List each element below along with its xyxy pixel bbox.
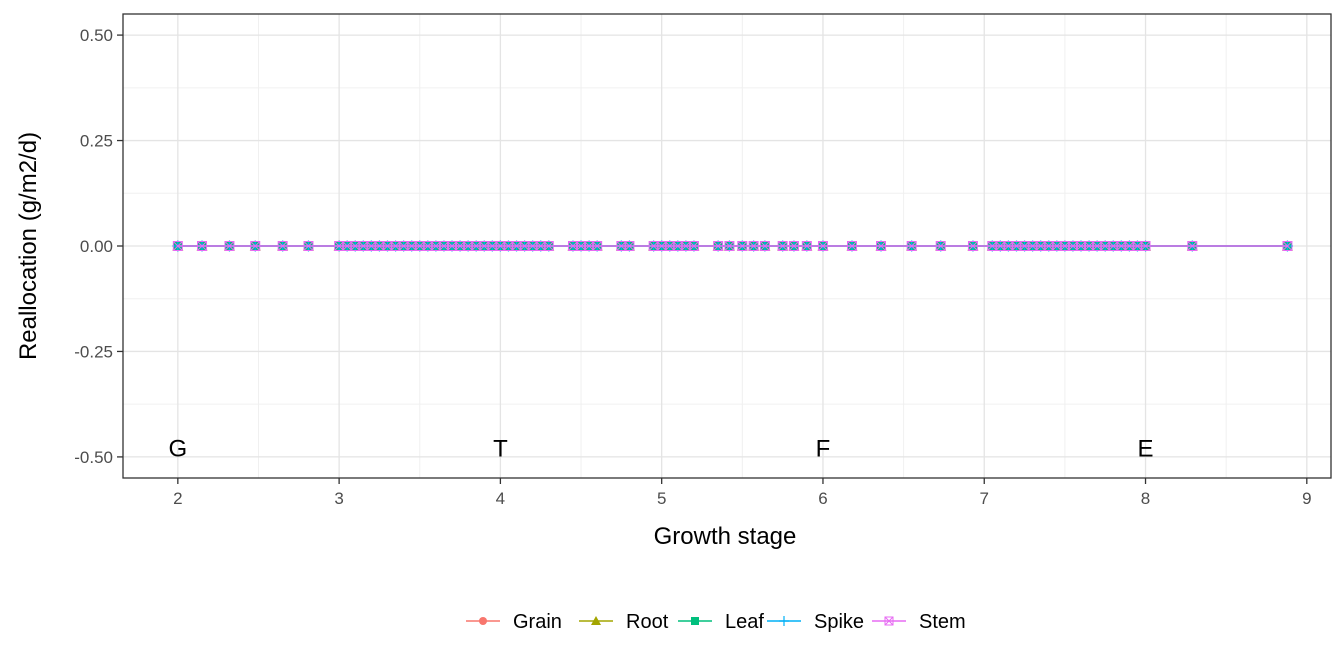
legend-key-marker [479,617,487,625]
stem-point [197,241,208,251]
y-tick-label: 0.25 [80,132,113,151]
stem-point [801,241,812,251]
stem-point [759,241,770,251]
stem-point [906,241,917,251]
stem-point [172,241,183,251]
x-tick-label: 3 [334,489,343,508]
stage-label-t: T [493,435,508,462]
stage-label-e: E [1138,435,1154,462]
stem-point [846,241,857,251]
stem-point [737,241,748,251]
series-layer [172,240,1293,252]
stem-point [967,241,978,251]
legend-key-marker [779,616,789,626]
stem-point [777,241,788,251]
stem-point [250,241,261,251]
stage-label-g: G [168,435,187,462]
legend-item-grain: Grain [466,611,562,633]
y-tick-label: -0.25 [74,342,113,361]
stem-point [876,241,887,251]
stem-point [688,241,699,251]
legend-label: Leaf [725,611,764,633]
y-tick-label: 0.50 [80,26,113,45]
stem-point [1282,241,1293,251]
stem-point [303,241,314,251]
y-axis-title: Reallocation (g/m2/d) [15,132,42,360]
stem-point [277,241,288,251]
legend-key-marker [691,617,699,625]
axes: 2 3 4 5 6 7 8 9 0.50 0.25 0.00 -0.25 -0.50 [74,26,1311,508]
legend-label: Grain [513,611,562,633]
y-tick-label: 0.00 [80,237,113,256]
legend-key-marker [591,616,601,625]
legend-key-marker [884,616,894,626]
stem-point [624,241,635,251]
x-tick-label: 7 [980,489,989,508]
legend-item-stem: Stem [872,611,966,633]
stem-point [788,241,799,251]
x-tick-label: 6 [818,489,827,508]
stem-point [224,241,235,251]
legend-label: Root [626,611,669,633]
x-tick-label: 2 [173,489,182,508]
legend-item-leaf: Leaf [678,611,764,633]
stage-label-f: F [816,435,831,462]
stem-point [1187,241,1198,251]
x-tick-label: 5 [657,489,666,508]
x-tick-label: 8 [1141,489,1150,508]
series-stem [172,241,1293,251]
stem-point [748,241,759,251]
stem-point [1140,241,1151,251]
x-axis-title: Growth stage [654,523,797,550]
legend-item-spike: Spike [767,611,864,633]
stem-point [935,241,946,251]
stem-point [592,241,603,251]
stem-point [713,241,724,251]
legend-label: Stem [919,611,966,633]
x-tick-label: 9 [1302,489,1311,508]
legend-item-root: Root [579,611,669,633]
stem-point [817,241,828,251]
x-tick-label: 4 [496,489,505,508]
y-tick-label: -0.50 [74,448,113,467]
stem-point [543,241,554,251]
legend: Grain Root Leaf Spike Stem [466,611,966,633]
legend-label: Spike [814,611,864,633]
stem-point [724,241,735,251]
